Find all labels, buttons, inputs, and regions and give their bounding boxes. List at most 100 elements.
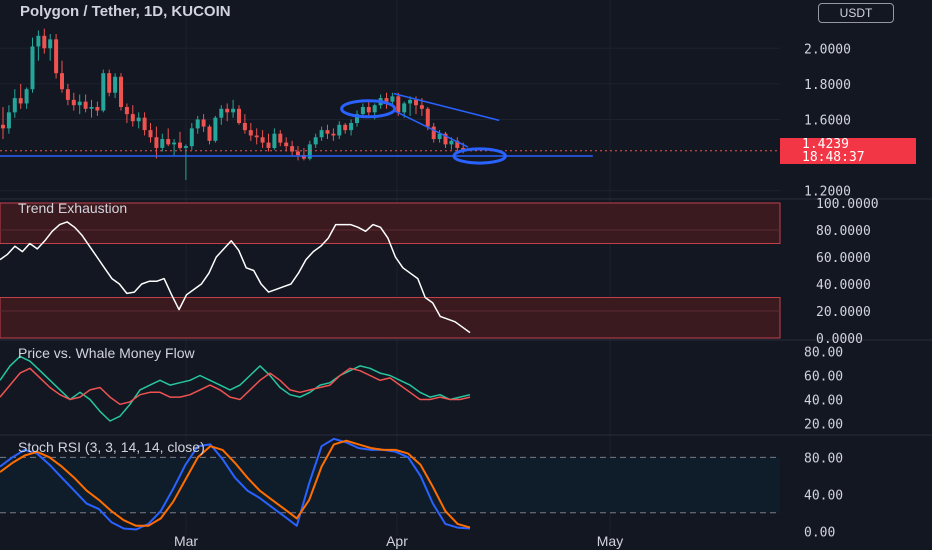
candle-body xyxy=(36,35,41,47)
candle-body xyxy=(65,89,70,100)
candle-body xyxy=(360,107,365,115)
trend-exhaustion-line xyxy=(0,221,471,334)
stoch-band xyxy=(0,457,780,513)
candle-body xyxy=(172,142,177,145)
main-price-pane[interactable] xyxy=(1,28,466,180)
candle-body xyxy=(166,139,171,145)
indicator-bands xyxy=(0,202,781,514)
currency-badge[interactable]: USDT xyxy=(818,3,894,23)
candle-body xyxy=(54,39,59,74)
candle-body xyxy=(301,155,306,159)
candle-body xyxy=(343,124,348,131)
candle-body xyxy=(307,144,312,159)
grid-lines xyxy=(0,0,780,535)
candle-body xyxy=(366,107,371,113)
time-axis[interactable]: Mar Apr May xyxy=(174,533,623,549)
candle-body xyxy=(449,140,454,145)
indicator-lines xyxy=(0,221,471,531)
trend-exhaustion-tick-label: 40.0000 xyxy=(816,278,871,293)
candle-body xyxy=(431,126,436,140)
candle-body xyxy=(107,73,112,93)
candle-body xyxy=(266,142,271,148)
whale-flow-tick-label: 80.00 xyxy=(804,346,843,361)
candle-body xyxy=(437,133,442,140)
candle-body xyxy=(207,126,212,141)
candle-body xyxy=(12,98,17,113)
bar-countdown: 18:48:37 xyxy=(802,149,865,165)
candle-body xyxy=(337,124,342,136)
candle-body xyxy=(213,117,218,141)
user-drawings[interactable] xyxy=(0,92,780,165)
candle-body xyxy=(384,98,389,102)
highlight-ellipse xyxy=(340,99,397,119)
current-price-tag: 1.4239 18:48:37 xyxy=(780,138,916,164)
candle-body xyxy=(148,130,153,138)
candle-body xyxy=(254,135,259,138)
stoch-tick-label: 0.00 xyxy=(804,525,835,540)
candle-body xyxy=(372,105,377,113)
stoch-tick-label: 80.00 xyxy=(804,451,843,466)
symbol-title[interactable]: Polygon / Tether, 1D, KUCOIN xyxy=(20,3,231,20)
candle-body xyxy=(296,151,300,156)
trend-exhaustion-tick-label: 80.0000 xyxy=(816,224,871,239)
price-axis-tick-label: 1.8000 xyxy=(804,78,851,93)
candle-body xyxy=(443,133,448,145)
candle-body xyxy=(89,107,94,109)
candle-body xyxy=(113,76,118,93)
time-axis-tick-label: May xyxy=(597,533,623,549)
candle-body xyxy=(77,101,82,106)
candle-body xyxy=(242,123,247,131)
candle-body xyxy=(331,133,336,136)
candle-body xyxy=(42,35,47,49)
candle-body xyxy=(319,130,324,138)
whale-flow-red-line xyxy=(0,367,471,406)
exhaustion-band xyxy=(0,297,781,339)
trend-exhaustion-tick-label: 100.0000 xyxy=(816,197,879,212)
whale-flow-tick-label: 60.00 xyxy=(804,370,843,385)
trend-exhaustion-tick-label: 20.0000 xyxy=(816,305,871,320)
candle-body xyxy=(278,133,283,143)
stoch-tick-label: 40.00 xyxy=(804,488,843,503)
candle-body xyxy=(284,142,289,147)
candle-body xyxy=(142,117,147,131)
time-axis-tick-label: Apr xyxy=(386,533,408,549)
time-axis-tick-label: Mar xyxy=(174,533,198,549)
candle-body xyxy=(154,137,159,148)
candle-body xyxy=(178,142,182,148)
candle-body xyxy=(71,99,76,106)
candle-body xyxy=(425,108,430,127)
candle-body xyxy=(419,105,424,109)
candle-body xyxy=(6,112,11,129)
trend-exhaustion-tick-label: 60.0000 xyxy=(816,251,871,266)
candle-body xyxy=(189,128,194,147)
trend-exhaustion-label[interactable]: Trend Exhaustion xyxy=(18,200,128,216)
candle-body xyxy=(136,117,141,122)
candle-body xyxy=(225,108,230,113)
trend-exhaustion-tick-label: 0.0000 xyxy=(816,332,863,347)
candle-body xyxy=(48,39,53,49)
whale-flow-tick-label: 40.00 xyxy=(804,393,843,408)
candle-body xyxy=(313,137,318,145)
price-axis-tick-label: 2.0000 xyxy=(804,42,851,57)
current-price-value: 1.4239 xyxy=(802,137,849,152)
channel-lower-line xyxy=(393,109,469,148)
candle-body xyxy=(272,133,277,148)
whale-flow-green-line xyxy=(0,355,471,422)
candle-body xyxy=(455,140,460,148)
candle-body xyxy=(18,98,23,104)
candle-body xyxy=(195,119,200,129)
candle-body xyxy=(95,107,100,111)
candle-body xyxy=(124,107,129,115)
channel-upper-line xyxy=(393,92,500,122)
candle-body xyxy=(248,130,253,136)
stoch-d-line xyxy=(0,439,471,529)
candle-body xyxy=(260,137,265,143)
stoch-rsi-label[interactable]: Stoch RSI (3, 3, 14, 14, close) xyxy=(18,439,205,455)
price-axis-tick-label: 1.6000 xyxy=(804,113,851,128)
whale-flow-tick-label: 20.00 xyxy=(804,417,843,432)
candle-body xyxy=(355,114,359,124)
candle-body xyxy=(183,146,188,148)
whale-flow-label[interactable]: Price vs. Whale Money Flow xyxy=(18,345,195,361)
